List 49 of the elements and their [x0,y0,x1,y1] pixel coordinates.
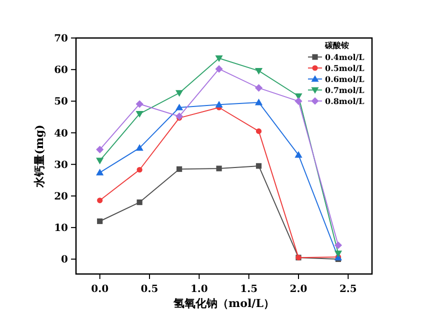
point [334,241,342,250]
legend-title: 碳酸铵 [324,40,349,50]
point [176,166,182,172]
point [97,218,103,224]
point [254,68,263,75]
legend-label: 0.4mol/L [325,52,365,62]
y-tick-label: 30 [54,160,68,171]
legend-label: 0.7mol/L [325,85,365,95]
x-tick-label: 1.0 [190,284,208,295]
x-tick-label: 2.5 [339,284,357,295]
point [215,100,223,108]
x-tick-label: 2.0 [290,284,308,295]
point [97,198,103,204]
point [256,163,262,169]
point [256,128,262,134]
y-tick-label: 50 [54,96,68,108]
point [215,65,223,73]
y-tick-label: 40 [54,128,68,140]
y-tick-label: 60 [54,65,68,76]
y-tick-label: 70 [54,34,68,44]
y-tick-label: 0 [61,254,68,266]
legend-label: 0.6mol/L [325,74,365,84]
point [96,168,104,176]
point [294,151,302,158]
legend-label: 0.8mol/L [325,96,365,106]
x-tick-label: 0.5 [140,284,158,295]
point [294,97,302,105]
point [136,166,142,173]
point [136,144,144,151]
y-tick-label: 20 [54,191,68,202]
point [334,250,342,258]
point [136,199,142,206]
y-axis-title: 水钙量(mg) [33,124,46,188]
point [176,104,184,110]
legend-label: 0.5mol/L [325,63,365,73]
x-axis-title: 氢氧化钠（mol/L） [172,297,274,310]
point [96,146,104,154]
x-tick-label: 0.0 [91,284,109,295]
point [136,111,144,118]
point [215,55,223,62]
point [216,166,222,172]
y-tick-label: 10 [54,223,68,234]
point [96,158,104,164]
point [176,90,184,97]
point [176,112,184,120]
x-tick-label: 1.5 [240,284,258,295]
point [254,84,263,92]
point [136,100,144,108]
point [254,98,263,106]
